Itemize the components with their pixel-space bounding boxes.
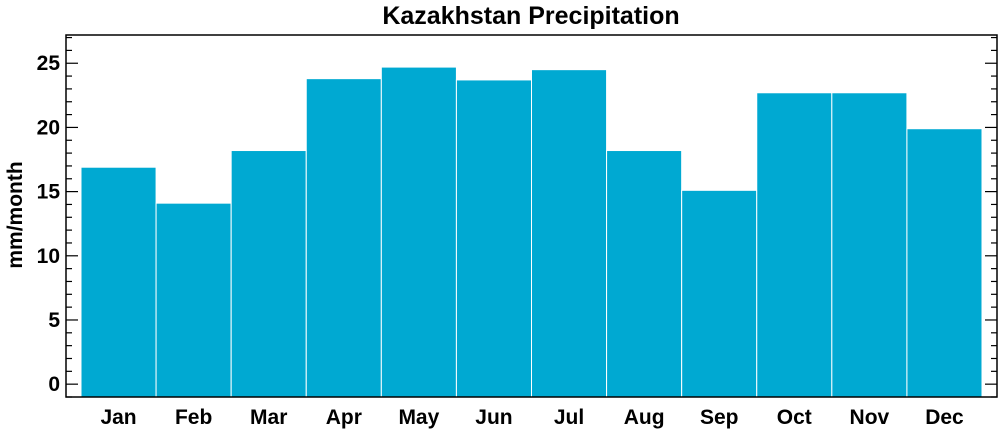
bar-apr [305,78,382,398]
y-tick-label: 10 [37,245,60,268]
bar-aug [606,150,683,398]
y-tick-label: 20 [37,116,60,139]
y-tick-labels: 0 5 10 15 20 25 [37,52,61,396]
ticks-layer [66,36,997,398]
bar-jul [531,69,608,398]
x-tick-label: Nov [850,406,890,429]
bar-nov [831,92,908,398]
x-tick-label: May [398,406,439,429]
x-tick-label: Apr [326,406,362,429]
x-tick-label: Jan [100,406,136,429]
x-tick-label: Feb [175,406,212,429]
bar-sep [681,189,758,398]
y-tick-label: 5 [48,309,60,332]
bar-dec [906,128,983,398]
x-tick-label: Mar [250,406,287,429]
bar-feb [155,202,232,398]
bar-jan [80,166,157,398]
bar-mar [230,150,307,398]
bars-layer [80,66,983,398]
bar-oct [756,92,833,398]
x-tick-label: Aug [624,406,665,429]
x-tick-label: Jul [554,406,584,429]
x-tick-label: Jun [475,406,512,429]
y-tick-label: 0 [48,373,60,396]
y-axis-label: mm/month [4,161,27,268]
x-tick-label: Oct [777,406,812,429]
plot-frame [65,34,998,398]
x-tick-label: Dec [925,406,964,429]
x-tick-label: Sep [700,406,739,429]
y-tick-label: 25 [37,52,61,75]
bar-may [380,66,457,398]
chart-title: Kazakhstan Precipitation [382,2,679,30]
x-tick-labels: Jan Feb Mar Apr May Jun Jul Aug Sep Oct Nov Dec [100,406,964,429]
bar-jun [455,79,533,398]
y-tick-label: 15 [37,181,61,204]
